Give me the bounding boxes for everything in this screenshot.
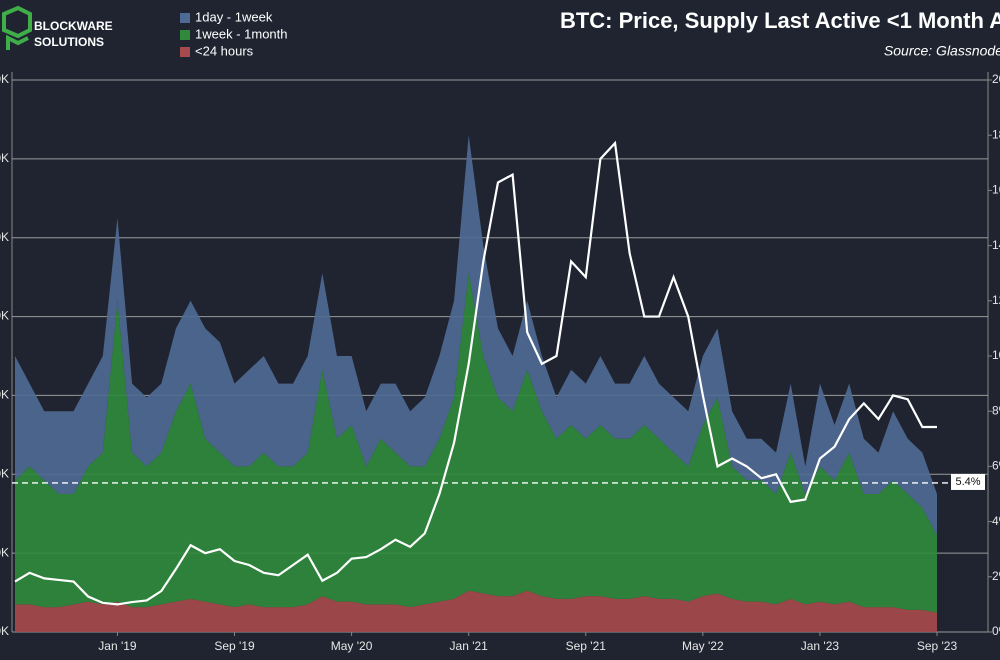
y-tick-label: $40K [0,309,9,323]
logo: BLOCKWARE SOLUTIONS [1,5,113,50]
legend-label: 1week - 1month [195,26,288,41]
y2-tick-label: 2% [992,569,1000,583]
legend-swatch [180,13,190,23]
annotation-label: 5.4% [955,476,980,488]
y2-tick-label: 20% [992,72,1000,86]
legend-label: <24 hours [195,43,254,58]
y-tick-label: $0K [0,624,9,638]
y2-tick-label: 0% [992,624,1000,638]
y-tick-label: $30K [0,388,9,402]
chart-subtitle: Source: Glassnode [884,43,1000,59]
x-tick-label: Jan '23 [801,639,840,653]
y2-tick-label: 16% [992,183,1000,197]
y-tick-label: $70K [0,72,9,86]
y-tick-label: $10K [0,545,9,559]
y2-tick-label: 14% [992,238,1000,252]
x-tick-label: Jan '19 [98,639,137,653]
legend-label: 1day - 1week [195,9,273,24]
x-tick-label: May '22 [682,639,724,653]
y2-tick-label: 10% [992,348,1000,362]
price-line [14,140,937,606]
y-tick-label: $20K [0,466,9,480]
logo-text: SOLUTIONS [34,35,104,49]
y-tick-label: $50K [0,230,9,244]
x-tick-label: Sep '19 [214,639,255,653]
legend-swatch [180,30,190,40]
annotation-box [951,473,985,490]
area [15,590,937,632]
area [15,135,937,536]
x-tick-label: Sep '21 [566,639,607,653]
logo-text: BLOCKWARE [34,19,113,33]
x-tick-label: Jan '21 [450,639,489,653]
y2-tick-label: 12% [992,293,1000,307]
y2-tick-label: 8% [992,403,1000,417]
y-tick-label: $60K [0,151,9,165]
area [15,273,937,613]
logo-icon [6,34,29,50]
x-tick-label: May '20 [331,639,373,653]
y2-tick-label: 4% [992,514,1000,528]
logo-icon [1,5,32,39]
y2-tick-label: 18% [992,127,1000,141]
y2-tick-label: 6% [992,459,1000,473]
x-tick-label: Sep '23 [917,639,958,653]
legend-swatch [180,47,190,57]
chart-title: BTC: Price, Supply Last Active <1 Month … [560,8,1000,33]
